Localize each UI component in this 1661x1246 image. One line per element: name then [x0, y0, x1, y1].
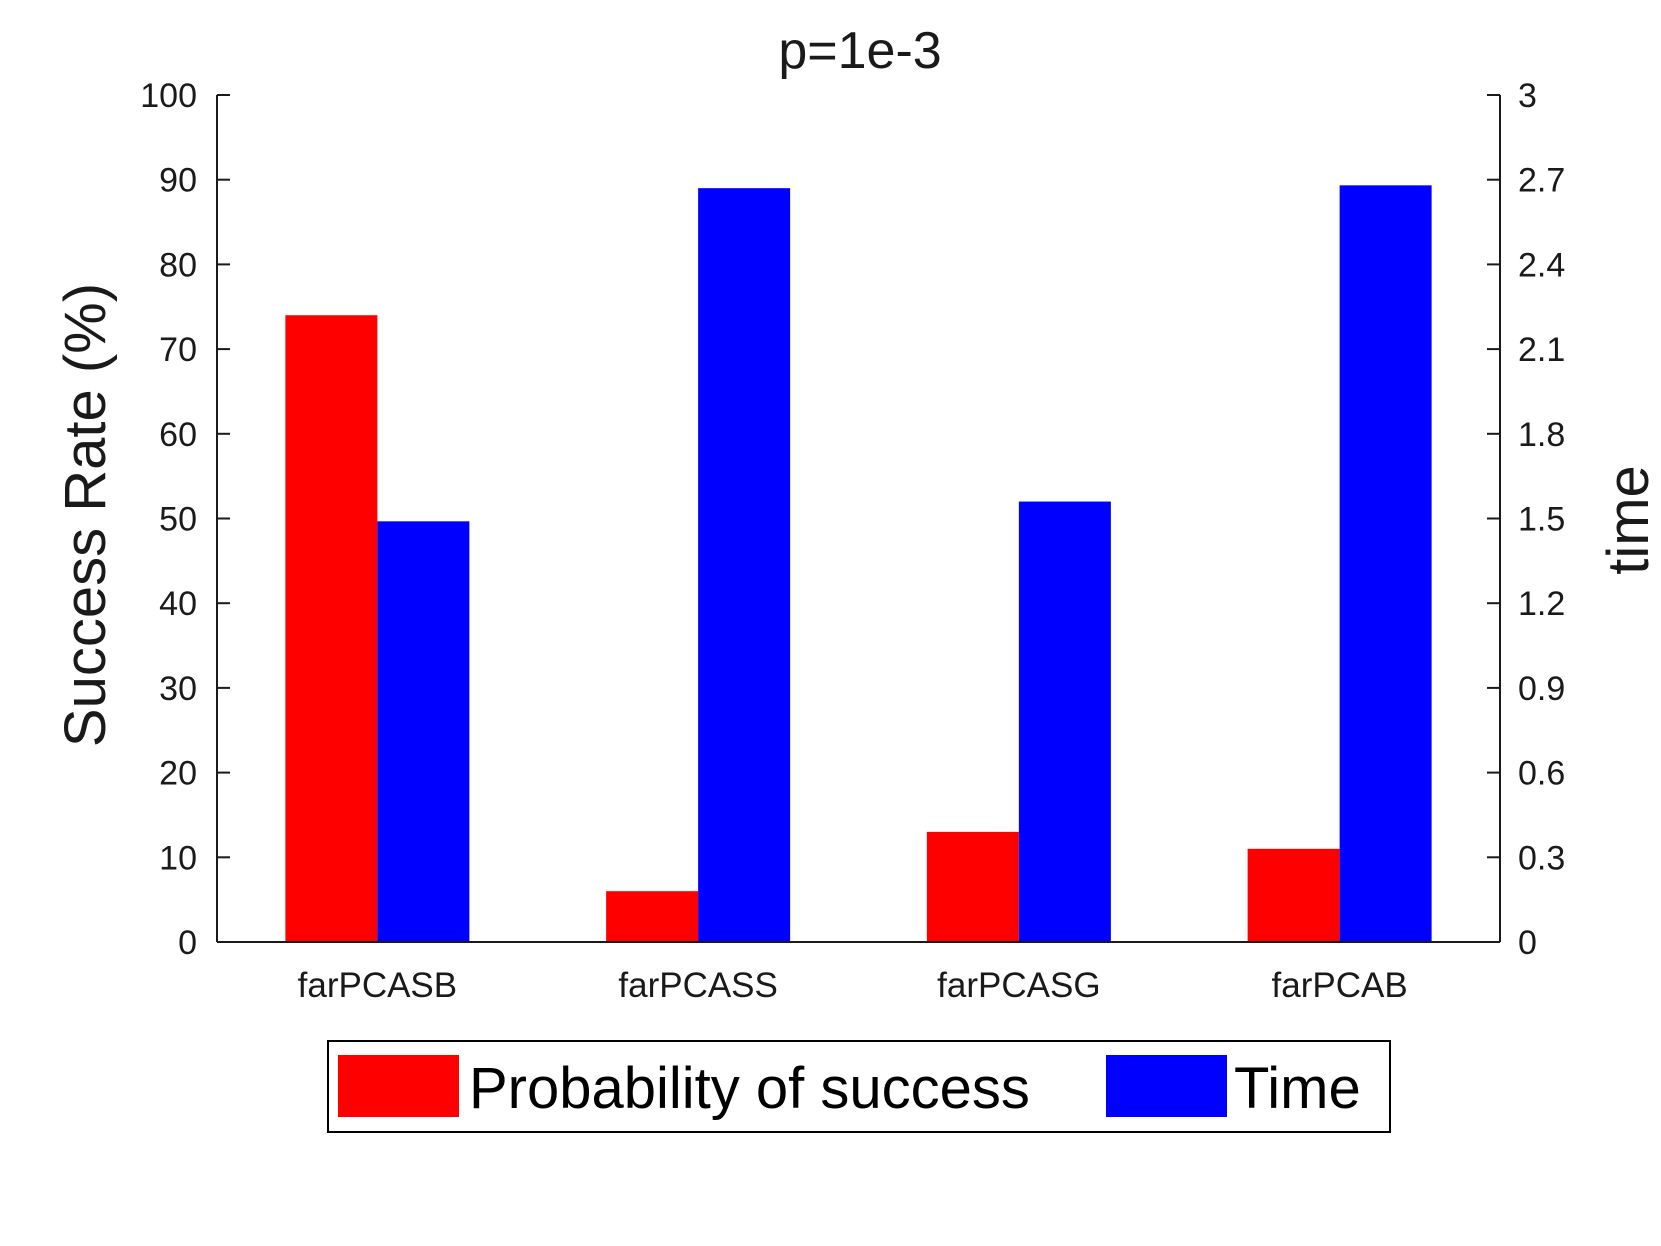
y-tick-label-left: 70: [159, 331, 197, 369]
y-tick-label-left: 40: [159, 585, 197, 623]
right-tick-labels: 0 0.3 0.6 0.9 1.2 1.5 1.8 2.1 2.4 2.7 3: [1518, 77, 1565, 962]
bar-probability-of-success-farpcab: [1247, 848, 1340, 942]
y-tick-label-left: 90: [159, 162, 197, 200]
y-tick-label-right: 0.6: [1518, 755, 1565, 793]
y-tick-label-right: 0: [1518, 924, 1537, 962]
y-axis-label-left: Success Rate (%): [53, 283, 118, 747]
y-tick-label-left: 10: [159, 839, 197, 877]
legend-label-probability: Probability of success: [469, 1056, 1030, 1121]
bar-time-farpcasg: [1018, 501, 1111, 942]
bar-probability-of-success-farpcasg: [926, 831, 1019, 942]
y-tick-label-right: 0.3: [1518, 839, 1565, 877]
bar-probability-of-success-farpcasb: [285, 315, 378, 943]
y-tick-label-right: 2.1: [1518, 331, 1565, 369]
bar-time-farpcab: [1339, 185, 1432, 942]
y-tick-label-left: 60: [159, 416, 197, 454]
y-tick-label-right: 3: [1518, 77, 1537, 115]
category-labels: farPCASB farPCASS farPCASG farPCAB: [298, 966, 1408, 1005]
y-tick-label-right: 2.7: [1518, 162, 1565, 200]
legend: Probability of success Time: [327, 1040, 1391, 1133]
y-tick-label-right: 1.8: [1518, 416, 1565, 454]
x-tick-label: farPCASB: [298, 966, 458, 1005]
y-tick-label-left: 50: [159, 501, 197, 539]
chart-title: p=1e-3: [778, 22, 941, 80]
y-tick-label-left: 30: [159, 670, 197, 708]
y-tick-label-left: 80: [159, 246, 197, 284]
legend-swatch-time: [1106, 1055, 1227, 1117]
bar-probability-of-success-farpcass: [606, 891, 699, 942]
y-axis-label-right: time: [1596, 465, 1661, 575]
x-tick-label: farPCASS: [618, 966, 778, 1005]
bar-time-farpcasb: [377, 521, 470, 942]
legend-label-time: Time: [1234, 1056, 1361, 1121]
x-tick-label: farPCASG: [937, 966, 1100, 1005]
y-tick-label-left: 20: [159, 755, 197, 793]
axes-group: [216, 94, 1501, 943]
left-tick-labels: 0 10 20 30 40 50 60 70 80 90 100: [140, 77, 197, 962]
x-tick-label: farPCAB: [1272, 966, 1408, 1005]
bar-time-farpcass: [698, 188, 791, 943]
y-tick-label-right: 2.4: [1518, 246, 1565, 284]
y-tick-label-left: 100: [140, 77, 197, 115]
y-tick-label-right: 1.5: [1518, 501, 1565, 539]
y-tick-label-left: 0: [178, 924, 197, 962]
y-tick-label-right: 1.2: [1518, 585, 1565, 623]
bars-group: [285, 185, 1432, 943]
y-tick-label-right: 0.9: [1518, 670, 1565, 708]
legend-swatch-probability: [338, 1055, 459, 1117]
